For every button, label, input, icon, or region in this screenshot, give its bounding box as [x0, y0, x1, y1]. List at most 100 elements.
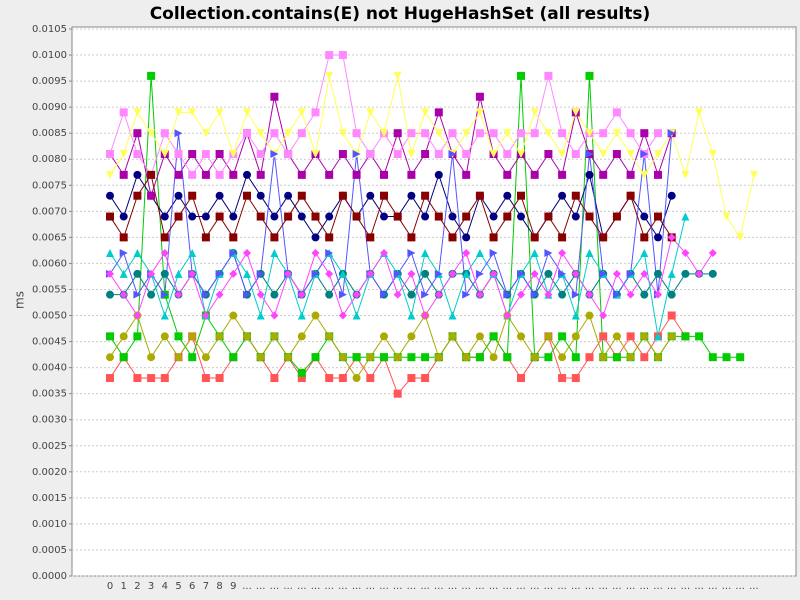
point — [284, 212, 293, 221]
point — [106, 353, 114, 362]
point — [448, 311, 457, 320]
point — [571, 191, 580, 200]
point — [338, 311, 347, 320]
point — [654, 150, 662, 159]
point — [325, 51, 334, 60]
point — [147, 191, 156, 200]
x-tick-label: ... — [735, 581, 745, 592]
point — [736, 233, 745, 242]
point — [380, 191, 388, 200]
point — [284, 269, 293, 278]
point — [188, 191, 197, 200]
x-tick-label: ... — [270, 581, 280, 592]
point — [599, 269, 608, 278]
point — [270, 290, 279, 299]
point — [256, 129, 265, 138]
x-tick-label: ... — [708, 581, 718, 592]
point — [599, 332, 608, 341]
point — [571, 269, 580, 278]
point — [215, 332, 224, 341]
point — [393, 212, 402, 221]
x-tick-label: ... — [489, 581, 499, 592]
point — [544, 332, 553, 341]
point — [188, 150, 197, 159]
point — [434, 353, 443, 362]
point — [654, 332, 662, 341]
point — [393, 389, 402, 398]
point — [558, 129, 567, 138]
point — [188, 249, 197, 258]
point — [256, 212, 265, 221]
point — [475, 129, 484, 138]
point — [243, 129, 251, 138]
point — [201, 212, 210, 221]
y-tick-label: 0.0105 — [32, 24, 67, 35]
x-tick-label: ... — [544, 581, 554, 592]
point — [421, 191, 430, 200]
point — [325, 269, 334, 278]
point — [558, 374, 567, 383]
y-tick-label: 0.0040 — [32, 363, 67, 374]
point — [407, 233, 416, 242]
point — [229, 249, 238, 258]
point — [407, 129, 416, 138]
point — [256, 311, 265, 320]
y-tick-label: 0.0045 — [32, 337, 67, 348]
point — [695, 108, 704, 117]
point — [119, 290, 128, 299]
point — [256, 191, 265, 200]
point — [380, 129, 388, 138]
point — [119, 150, 128, 159]
point — [133, 374, 142, 383]
x-tick-label: ... — [256, 581, 266, 592]
point — [599, 129, 608, 138]
point — [393, 290, 402, 299]
point — [517, 129, 525, 138]
point — [585, 290, 594, 299]
point — [215, 269, 224, 278]
point — [325, 249, 334, 258]
point — [174, 191, 183, 200]
x-tick-label: ... — [557, 581, 567, 592]
point — [571, 290, 580, 299]
point — [558, 150, 567, 159]
point — [640, 212, 649, 221]
point — [503, 290, 512, 299]
point — [517, 290, 525, 299]
point — [147, 71, 156, 80]
point — [448, 332, 457, 341]
point — [284, 150, 293, 159]
point — [380, 249, 388, 258]
point — [352, 212, 361, 221]
point — [462, 129, 471, 138]
point — [612, 269, 621, 278]
point — [571, 311, 580, 320]
y-tick-label: 0.0065 — [32, 232, 67, 243]
point — [407, 353, 416, 362]
point — [311, 233, 320, 242]
point — [270, 249, 279, 258]
y-tick-label: 0.0075 — [32, 180, 67, 191]
point — [366, 374, 375, 383]
point — [407, 332, 416, 341]
point — [434, 290, 443, 299]
point — [297, 332, 306, 341]
point — [311, 150, 320, 159]
point — [174, 170, 183, 179]
point — [654, 290, 662, 299]
point — [106, 249, 114, 258]
point — [612, 332, 621, 341]
point — [489, 249, 498, 258]
point — [188, 170, 197, 179]
point — [338, 150, 347, 159]
point — [448, 233, 457, 242]
point — [133, 290, 142, 299]
x-tick-label: 0 — [107, 581, 113, 592]
point — [530, 129, 539, 138]
point — [133, 332, 142, 341]
point — [297, 129, 306, 138]
point — [462, 170, 471, 179]
point — [544, 290, 553, 299]
point — [311, 353, 320, 362]
point — [695, 269, 704, 278]
